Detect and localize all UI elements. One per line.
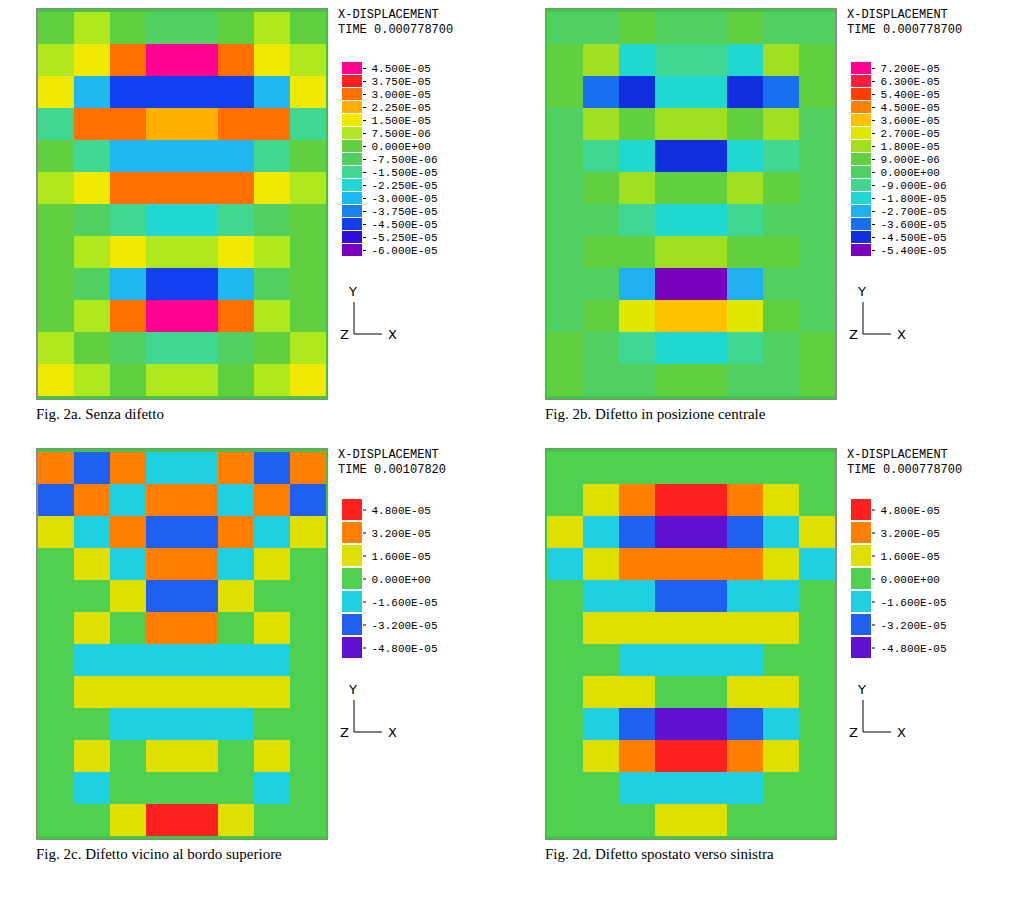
svg-text:9.000E-06: 9.000E-06 (881, 154, 940, 166)
svg-text:3.750E-05: 3.750E-05 (372, 76, 431, 88)
svg-text:-7.500E-06: -7.500E-06 (372, 154, 438, 166)
svg-text:Y: Y (857, 284, 866, 299)
html-text:X-DISPLACEMENT: X-DISPLACEMENT (338, 448, 439, 462)
svg-text:4.500E-05: 4.500E-05 (372, 63, 431, 75)
html-text:Fig. 2b. Difetto in posizione: Fig. 2b. Difetto in posizione centrale (545, 406, 766, 422)
svg-text:-3.750E-05: -3.750E-05 (372, 206, 438, 218)
svg-text:Z: Z (849, 725, 858, 740)
svg-text:Z: Z (849, 327, 858, 342)
html-text:Fig. 2d. Difetto spostato vers: Fig. 2d. Difetto spostato verso sinistra (545, 846, 774, 862)
svg-text:6.300E-05: 6.300E-05 (881, 76, 940, 88)
svg-text:Z: Z (340, 327, 349, 342)
svg-text:-4.500E-05: -4.500E-05 (881, 232, 947, 244)
html-text:X-DISPLACEMENT: X-DISPLACEMENT (847, 448, 948, 462)
svg-text:3.200E-05: 3.200E-05 (372, 528, 431, 540)
svg-text:X: X (897, 327, 906, 342)
svg-text:-9.000E-06: -9.000E-06 (881, 180, 947, 192)
svg-text:-1.600E-05: -1.600E-05 (372, 597, 438, 609)
svg-text:X: X (897, 725, 906, 740)
svg-text:4.500E-05: 4.500E-05 (881, 102, 940, 114)
html-text:TIME 0.00107820: TIME 0.00107820 (338, 463, 446, 477)
svg-text:0.000E+00: 0.000E+00 (372, 574, 431, 586)
html-text:Fig. 2c. Difetto vicino al bor: Fig. 2c. Difetto vicino al bordo superio… (36, 846, 282, 862)
html-text:TIME 0.000778700: TIME 0.000778700 (847, 463, 963, 477)
svg-text:Z: Z (340, 725, 349, 740)
svg-text:1.500E-05: 1.500E-05 (372, 115, 431, 127)
html-text:X-DISPLACEMENT: X-DISPLACEMENT (847, 8, 948, 22)
svg-text:0.000E+00: 0.000E+00 (881, 167, 940, 179)
svg-text:-3.600E-05: -3.600E-05 (881, 219, 947, 231)
svg-text:3.600E-05: 3.600E-05 (881, 115, 940, 127)
svg-text:1.600E-05: 1.600E-05 (372, 551, 431, 563)
svg-text:X: X (388, 725, 397, 740)
svg-text:3.000E-05: 3.000E-05 (372, 89, 431, 101)
svg-text:1.800E-05: 1.800E-05 (881, 141, 940, 153)
svg-text:4.800E-05: 4.800E-05 (881, 505, 940, 517)
svg-text:-6.000E-05: -6.000E-05 (372, 245, 438, 257)
svg-text:3.200E-05: 3.200E-05 (881, 528, 940, 540)
svg-text:Y: Y (348, 682, 357, 697)
svg-text:-3.000E-05: -3.000E-05 (372, 193, 438, 205)
svg-text:-3.200E-05: -3.200E-05 (881, 620, 947, 632)
svg-text:-4.800E-05: -4.800E-05 (372, 643, 438, 655)
svg-text:5.400E-05: 5.400E-05 (881, 89, 940, 101)
html-text:X-DISPLACEMENT: X-DISPLACEMENT (338, 8, 439, 22)
svg-text:7.200E-05: 7.200E-05 (881, 63, 940, 75)
svg-text:2.700E-05: 2.700E-05 (881, 128, 940, 140)
svg-text:-1.500E-05: -1.500E-05 (372, 167, 438, 179)
svg-text:-1.600E-05: -1.600E-05 (881, 597, 947, 609)
svg-text:-5.250E-05: -5.250E-05 (372, 232, 438, 244)
svg-text:-3.200E-05: -3.200E-05 (372, 620, 438, 632)
svg-text:-2.700E-05: -2.700E-05 (881, 206, 947, 218)
svg-text:-1.800E-05: -1.800E-05 (881, 193, 947, 205)
html-text:Fig. 2a. Senza difetto: Fig. 2a. Senza difetto (36, 406, 164, 422)
svg-text:4.800E-05: 4.800E-05 (372, 505, 431, 517)
svg-text:Y: Y (348, 284, 357, 299)
svg-text:-2.250E-05: -2.250E-05 (372, 180, 438, 192)
svg-text:-5.400E-05: -5.400E-05 (881, 245, 947, 257)
html-text:TIME 0.000778700: TIME 0.000778700 (338, 23, 454, 37)
html-text:TIME 0.000778700: TIME 0.000778700 (847, 23, 963, 37)
svg-text:2.250E-05: 2.250E-05 (372, 102, 431, 114)
svg-text:X: X (388, 327, 397, 342)
svg-text:0.000E+00: 0.000E+00 (881, 574, 940, 586)
svg-text:0.000E+00: 0.000E+00 (372, 141, 431, 153)
svg-text:1.600E-05: 1.600E-05 (881, 551, 940, 563)
svg-text:Y: Y (857, 682, 866, 697)
svg-text:-4.500E-05: -4.500E-05 (372, 219, 438, 231)
svg-text:7.500E-06: 7.500E-06 (372, 128, 431, 140)
svg-text:-4.800E-05: -4.800E-05 (881, 643, 947, 655)
